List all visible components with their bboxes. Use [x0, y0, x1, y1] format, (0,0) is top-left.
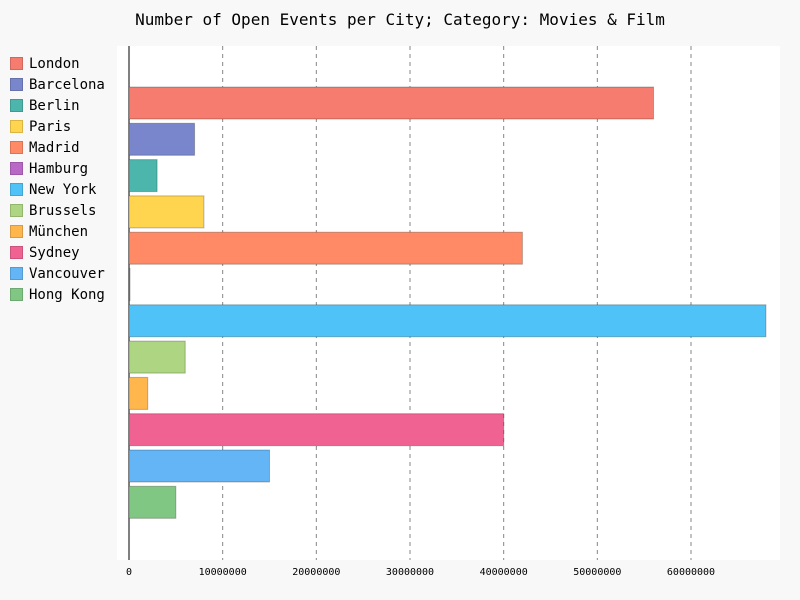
- legend-swatch: [10, 246, 23, 259]
- legend-swatch: [10, 99, 23, 112]
- legend-item: Madrid: [10, 137, 105, 158]
- legend-label: Barcelona: [29, 76, 105, 93]
- bar-new-york: [128, 304, 767, 338]
- legend-item: Brussels: [10, 200, 105, 221]
- x-tick-label: 60000000: [667, 567, 715, 578]
- legend-label: Brussels: [29, 202, 97, 219]
- legend-item: Vancouver: [10, 263, 105, 284]
- legend-swatch: [10, 120, 23, 133]
- legend-label: Berlin: [29, 97, 80, 114]
- x-tick-label: 10000000: [199, 567, 247, 578]
- legend-item: Berlin: [10, 95, 105, 116]
- x-tick-label: 40000000: [480, 567, 528, 578]
- legend: London Barcelona Berlin Paris Madrid Hamburg N…: [10, 53, 105, 305]
- legend-swatch: [10, 204, 23, 217]
- legend-label: Vancouver: [29, 265, 105, 282]
- legend-item: München: [10, 221, 105, 242]
- legend-label: Madrid: [29, 139, 80, 156]
- x-tick-label: 0: [126, 567, 132, 578]
- legend-label: Hamburg: [29, 160, 89, 177]
- legend-swatch: [10, 57, 23, 70]
- x-tick-label: 50000000: [573, 567, 621, 578]
- bar-vancouver: [128, 449, 270, 483]
- bar-hamburg: [128, 268, 131, 301]
- plot-area: [117, 46, 780, 560]
- legend-label: New York: [29, 181, 97, 198]
- legend-swatch: [10, 141, 23, 154]
- legend-item: Hamburg: [10, 158, 105, 179]
- legend-label: München: [29, 223, 89, 240]
- legend-swatch: [10, 267, 23, 280]
- bar-sydney: [128, 413, 505, 447]
- bar-münchen: [128, 376, 149, 410]
- bar-madrid: [128, 231, 523, 265]
- legend-item: New York: [10, 179, 105, 200]
- bar-brussels: [128, 340, 186, 374]
- legend-label: Hong Kong: [29, 286, 105, 303]
- legend-item: Sydney: [10, 242, 105, 263]
- bar-london: [128, 86, 655, 120]
- chart-title: Number of Open Events per City; Category…: [135, 10, 665, 29]
- legend-label: Sydney: [29, 244, 80, 261]
- x-tick-label: 30000000: [386, 567, 434, 578]
- legend-label: Paris: [29, 118, 72, 135]
- legend-label: London: [29, 55, 80, 72]
- legend-item: Hong Kong: [10, 284, 105, 305]
- x-tick-label: 20000000: [292, 567, 340, 578]
- legend-swatch: [10, 288, 23, 301]
- legend-swatch: [10, 225, 23, 238]
- bar-paris: [128, 195, 205, 229]
- legend-swatch: [10, 162, 23, 175]
- legend-item: London: [10, 53, 105, 74]
- legend-item: Barcelona: [10, 74, 105, 95]
- bar-barcelona: [128, 122, 196, 156]
- legend-swatch: [10, 183, 23, 196]
- legend-swatch: [10, 78, 23, 91]
- bar-hong-kong: [128, 485, 177, 519]
- bar-berlin: [128, 159, 158, 193]
- legend-item: Paris: [10, 116, 105, 137]
